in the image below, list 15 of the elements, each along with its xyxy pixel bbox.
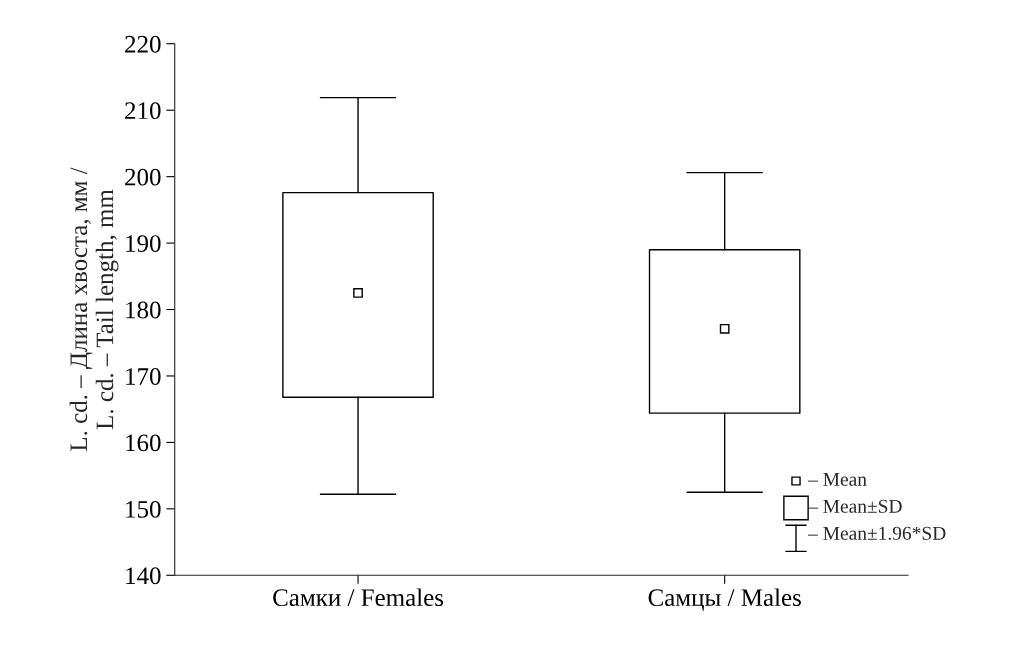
- y-axis-title: L. cd. – Длина хвоста, мм / L. cd. – Tail length, mm: [69, 167, 119, 451]
- y-tick-label: 140: [126, 567, 161, 585]
- x-tick-label: Самцы / Males: [648, 588, 801, 611]
- y-tick-label: 200: [125, 168, 161, 186]
- y-tick-label: 170: [126, 368, 161, 385]
- annotation: – Mean: [807, 472, 867, 486]
- y-tick-label: 220: [125, 35, 161, 53]
- y-tick-label: 190: [126, 235, 161, 252]
- y-tick-label: 210: [125, 102, 161, 120]
- annotation: – Mean±SD: [807, 499, 902, 513]
- y-tick-label: 180: [126, 301, 161, 319]
- x-tick-label: Самки / Females: [273, 588, 444, 607]
- annotation: – Mean±1.96*SD: [807, 526, 946, 540]
- y-tick-label: 160: [126, 434, 161, 452]
- y-tick-label: 150: [126, 500, 161, 518]
